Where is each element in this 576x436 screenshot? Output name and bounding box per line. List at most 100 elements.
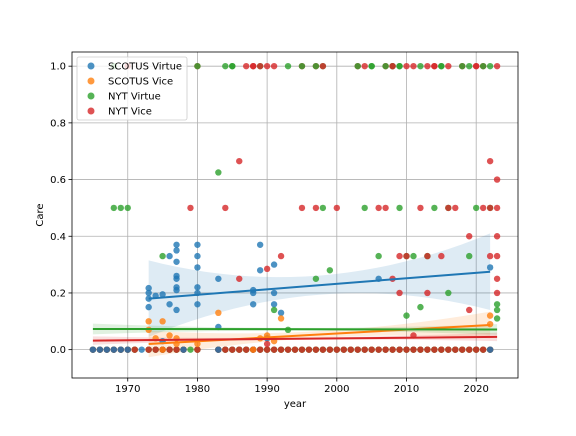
data-point [215, 275, 222, 282]
data-point [424, 289, 431, 297]
data-point [256, 241, 264, 248]
data-point [270, 306, 278, 314]
data-point [166, 301, 173, 308]
data-point [229, 346, 236, 353]
data-point [298, 346, 306, 353]
data-point [319, 204, 327, 212]
data-point [431, 62, 438, 70]
data-point [159, 252, 166, 260]
legend-label: SCOTUS Vice [108, 77, 173, 88]
data-point [438, 346, 445, 353]
data-point [486, 157, 494, 165]
data-point [438, 62, 445, 70]
data-point [361, 346, 368, 353]
data-point [326, 267, 334, 274]
data-point [486, 252, 494, 260]
data-point [493, 62, 501, 70]
data-point [166, 332, 173, 339]
data-point [194, 346, 201, 353]
data-point [166, 252, 173, 260]
data-point [493, 204, 501, 212]
data-point [277, 315, 285, 322]
data-point [124, 346, 131, 353]
data-point [424, 346, 431, 353]
data-point [298, 204, 306, 212]
y-tick-label: 0.2 [50, 288, 66, 299]
data-point [431, 346, 438, 353]
data-point [389, 346, 396, 353]
data-point [291, 346, 299, 353]
data-point [319, 62, 327, 70]
x-tick-label: 1970 [115, 384, 140, 395]
data-point [145, 289, 152, 297]
data-point [229, 62, 236, 70]
x-tick-label: 2020 [463, 384, 488, 395]
data-point [486, 204, 494, 212]
data-point [368, 346, 375, 353]
data-point [103, 346, 111, 353]
data-point [284, 62, 292, 70]
data-point [417, 346, 424, 353]
data-point [410, 252, 417, 260]
data-point [173, 241, 180, 248]
data-point [354, 346, 361, 353]
data-point [312, 346, 320, 353]
x-tick-label: 1990 [254, 384, 279, 395]
data-point [452, 204, 459, 212]
data-point [145, 318, 152, 325]
data-point [493, 176, 501, 183]
legend-box [76, 56, 188, 121]
data-point [361, 204, 368, 212]
data-point [222, 62, 229, 70]
data-point [131, 346, 138, 353]
data-point [431, 204, 438, 212]
data-point [263, 340, 271, 348]
data-point [445, 289, 452, 297]
data-point [340, 346, 347, 353]
data-point [263, 265, 271, 273]
data-point [110, 346, 118, 353]
regression-lines [92, 270, 498, 345]
regression-line [92, 335, 498, 342]
data-point [222, 204, 229, 212]
data-point [396, 252, 403, 260]
data-point [194, 252, 201, 260]
regression-line [148, 323, 491, 345]
data-point [479, 204, 487, 212]
data-point [298, 62, 306, 70]
data-point [396, 346, 403, 353]
legend-marker [87, 107, 95, 115]
data-point [424, 252, 431, 260]
data-point [459, 346, 466, 353]
data-point [152, 346, 159, 353]
data-point [403, 62, 410, 70]
data-point [493, 275, 501, 282]
x-tick-label: 1980 [185, 384, 210, 395]
data-point [96, 346, 104, 353]
y-ticks: 0.0 0.2 0.4 0.6 0.8 1.0 [50, 62, 72, 356]
y-tick-label: 0.0 [50, 345, 66, 356]
data-point [466, 252, 473, 260]
legend-label: SCOTUS Virtue [108, 62, 182, 73]
y-axis-label: Care [35, 203, 46, 226]
legend-marker [87, 77, 95, 85]
data-point [389, 62, 396, 70]
legend-marker [87, 62, 95, 70]
data-point [194, 301, 201, 308]
data-point [270, 289, 278, 297]
data-point [493, 306, 501, 314]
data-point [493, 289, 501, 297]
data-point [215, 309, 222, 316]
data-point [187, 204, 194, 212]
data-point [249, 62, 257, 70]
data-point [215, 169, 222, 176]
data-point [486, 62, 494, 70]
data-point [145, 284, 152, 292]
data-point [312, 204, 320, 212]
data-point [479, 346, 487, 353]
data-point [243, 62, 250, 70]
data-point [277, 309, 285, 316]
data-point [347, 346, 354, 353]
data-point [466, 346, 473, 353]
